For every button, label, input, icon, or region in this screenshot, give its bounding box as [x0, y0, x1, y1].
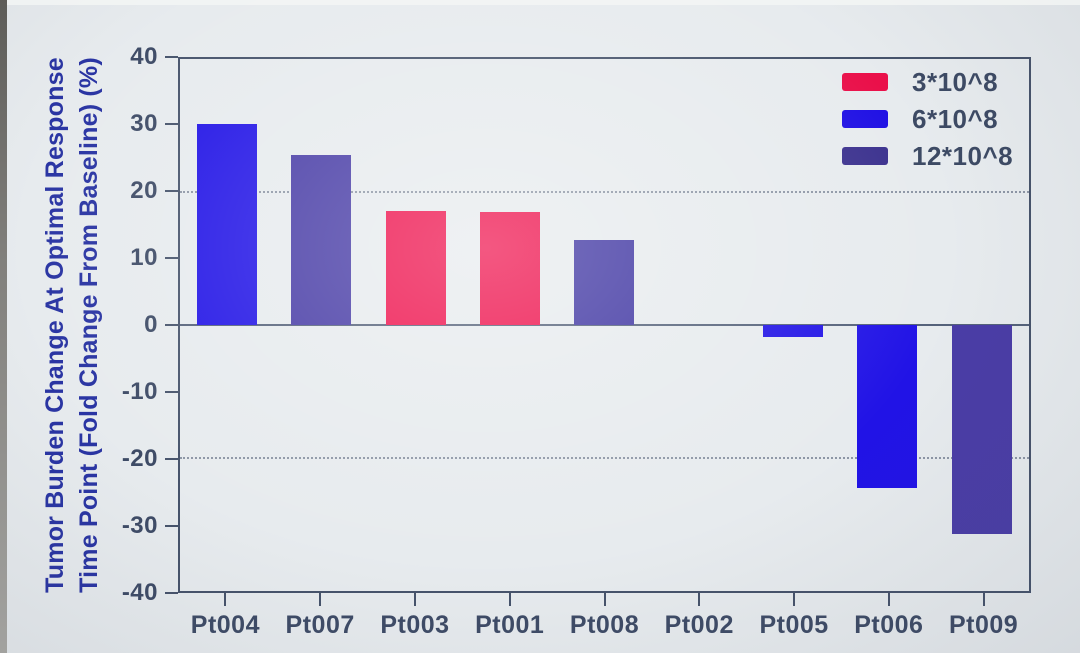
data-bar [951, 325, 1012, 535]
bar-slot [840, 59, 934, 591]
legend-row: 3*10^8 [842, 67, 1013, 97]
bar-slot [274, 59, 368, 591]
y-tick-mark [165, 391, 178, 393]
legend-row: 6*10^8 [842, 104, 1013, 134]
bar-slot [557, 59, 651, 591]
y-tick-label: -10 [121, 378, 158, 405]
dotted-gridline [180, 457, 1029, 459]
data-bar [385, 210, 446, 325]
data-bar [763, 325, 824, 337]
legend-label: 12*10^8 [912, 140, 1014, 171]
bar-slot [746, 59, 840, 591]
y-axis: 40 30 20 10 0 -10 -20 -30 -40 [0, 43, 178, 606]
y-tick-label: 10 [130, 244, 158, 271]
x-tick-label: Pt009 [949, 611, 1019, 639]
x-tick-label: Pt008 [569, 611, 640, 639]
x-tick-mark [508, 593, 511, 606]
legend-swatch [842, 147, 888, 165]
y-tick-mark [165, 324, 178, 326]
y-tick-label: 0 [144, 311, 158, 338]
x-tick-label: Pt006 [854, 611, 924, 639]
y-tick-mark [165, 56, 178, 58]
x-tick-label: Pt001 [475, 611, 545, 639]
x-tick-mark [319, 593, 322, 606]
y-tick-mark [165, 592, 178, 594]
legend: 3*10^8 6*10^8 12*10^8 [842, 67, 1013, 171]
y-tick-mark [165, 525, 178, 527]
photo-edge-highlight [7, 0, 1080, 5]
legend-swatch [842, 73, 888, 91]
legend-label: 6*10^8 [912, 103, 999, 134]
y-tick-label: 20 [130, 177, 158, 204]
y-tick-label: -40 [121, 579, 158, 606]
x-tick-mark [698, 593, 701, 606]
y-tick-mark [165, 458, 178, 460]
x-tick-label: Pt002 [664, 611, 734, 639]
legend-label: 3*10^8 [912, 66, 999, 97]
legend-row: 12*10^8 [842, 141, 1013, 171]
bar-slot [652, 59, 746, 591]
y-tick-label: 40 [130, 43, 158, 70]
x-tick-mark [603, 593, 606, 606]
x-tick-mark [887, 593, 890, 606]
y-tick-mark [165, 123, 178, 125]
x-tick-mark [982, 593, 985, 606]
x-tick-label: Pt007 [285, 611, 355, 639]
bar-slot [935, 59, 1029, 591]
y-tick-label: -30 [121, 512, 158, 539]
bar-slot [180, 59, 274, 591]
x-tick-mark [224, 593, 227, 606]
plot-area [178, 57, 1031, 593]
y-tick-label: 30 [130, 110, 158, 137]
x-axis: Pt004 Pt007 Pt003 Pt001 Pt008 Pt002 Pt005 Pt006… [178, 593, 1031, 651]
bar-slot [369, 59, 463, 591]
photo-edge-shadow [0, 0, 7, 653]
data-bar [197, 123, 258, 325]
dotted-gridline [180, 191, 1029, 193]
bar-slot [463, 59, 557, 591]
y-tick-mark [165, 257, 178, 259]
x-tick-label: Pt004 [190, 611, 260, 639]
x-tick-mark [413, 593, 416, 606]
y-tick-mark [165, 190, 178, 192]
data-bar [574, 239, 635, 325]
x-tick-mark [793, 593, 796, 606]
data-bar [291, 155, 352, 325]
x-tick-label: Pt005 [759, 611, 829, 639]
y-tick-label: -20 [121, 445, 158, 472]
legend-swatch [842, 110, 888, 128]
data-bar [857, 325, 918, 488]
x-tick-label: Pt003 [380, 611, 450, 639]
zero-baseline [180, 324, 1029, 326]
data-bar [480, 211, 541, 325]
